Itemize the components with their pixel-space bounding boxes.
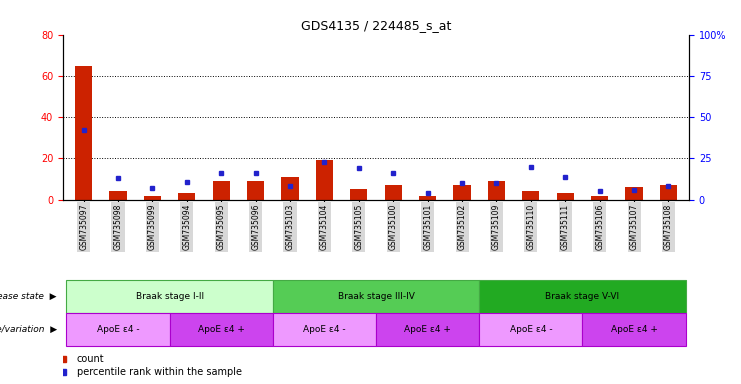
Text: disease state  ▶: disease state ▶ (0, 292, 57, 301)
Bar (376, 313, 479, 346)
Bar (179, 194, 196, 200)
Text: percentile rank within the sample: percentile rank within the sample (77, 367, 242, 377)
Bar (247, 181, 265, 200)
Bar (479, 280, 685, 313)
Text: ApoE ε4 +: ApoE ε4 + (198, 325, 245, 334)
Text: Braak stage I-II: Braak stage I-II (136, 292, 204, 301)
Text: ApoE ε4 +: ApoE ε4 + (405, 325, 451, 334)
Bar (316, 161, 333, 200)
Bar (67, 313, 170, 346)
Bar (453, 185, 471, 200)
Bar (75, 66, 92, 200)
Bar (273, 280, 479, 313)
Bar (67, 280, 273, 313)
Bar (488, 181, 505, 200)
Text: genotype/variation  ▶: genotype/variation ▶ (0, 325, 57, 334)
Bar (144, 195, 161, 200)
Text: count: count (77, 354, 104, 364)
Text: Braak stage V-VI: Braak stage V-VI (545, 292, 619, 301)
Text: ApoE ε4 +: ApoE ε4 + (611, 325, 657, 334)
Bar (479, 313, 582, 346)
Bar (660, 185, 677, 200)
Bar (582, 313, 685, 346)
Text: Braak stage III-IV: Braak stage III-IV (338, 292, 414, 301)
Bar (385, 185, 402, 200)
Bar (110, 192, 127, 200)
Text: ApoE ε4 -: ApoE ε4 - (97, 325, 139, 334)
Text: ApoE ε4 -: ApoE ε4 - (303, 325, 346, 334)
Bar (591, 195, 608, 200)
Bar (282, 177, 299, 200)
Bar (556, 194, 574, 200)
Text: ApoE ε4 -: ApoE ε4 - (510, 325, 552, 334)
Bar (522, 192, 539, 200)
Bar (170, 313, 273, 346)
Bar (419, 195, 436, 200)
Bar (625, 187, 642, 200)
Bar (350, 189, 368, 200)
Bar (273, 313, 376, 346)
Title: GDS4135 / 224485_s_at: GDS4135 / 224485_s_at (301, 19, 451, 32)
Bar (213, 181, 230, 200)
